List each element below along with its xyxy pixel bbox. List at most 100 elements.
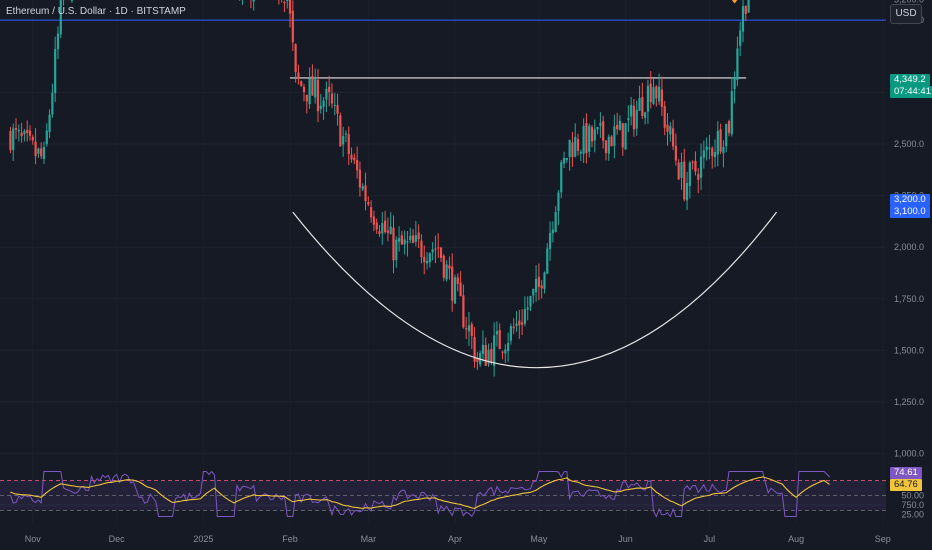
candle-body [722, 146, 725, 154]
candle-body [358, 169, 362, 188]
candle-body [593, 129, 596, 141]
candle-body [336, 105, 339, 114]
candle [621, 122, 624, 156]
candle-body [445, 264, 448, 280]
rsi-line [9, 470, 831, 518]
candle-body [367, 202, 370, 205]
candle-body [590, 127, 594, 142]
price-tick-label: 1,000.0 [894, 449, 924, 459]
candle-body [716, 130, 719, 155]
candle [644, 111, 647, 125]
candle-body [688, 162, 691, 186]
candle-body [305, 94, 308, 102]
candle-body [719, 129, 722, 152]
candle-body [624, 123, 627, 150]
candle-body [576, 139, 580, 151]
candle-body [330, 93, 334, 104]
candle [736, 36, 739, 87]
candle [716, 121, 719, 167]
candle [425, 252, 429, 270]
candle [607, 134, 610, 161]
time-tick-label: Jul [704, 534, 716, 544]
candle-body [45, 130, 48, 145]
candle-body [322, 100, 325, 108]
candle-body [501, 351, 504, 353]
candle-body [344, 133, 348, 135]
candle-body [350, 154, 353, 160]
candle [747, 0, 750, 13]
candle [529, 295, 532, 312]
candle-body [574, 136, 577, 157]
price-tick-label: 1,250.0 [894, 397, 924, 407]
candle [281, 0, 283, 3]
candle-body [613, 126, 616, 146]
currency-button[interactable]: USD [890, 4, 922, 24]
candle-body [562, 158, 566, 164]
candle [509, 323, 513, 345]
candle [532, 288, 535, 304]
candle-body [59, 0, 62, 35]
candle-body [504, 349, 507, 354]
candle [12, 123, 15, 161]
candle-body [403, 239, 406, 245]
candle-body [417, 232, 420, 240]
candle [649, 71, 652, 109]
candle-body [512, 326, 515, 329]
last-price-tag: 4,349.2 [890, 74, 930, 86]
candle [250, 0, 252, 9]
candle-body [451, 266, 454, 301]
candle [361, 183, 364, 192]
candle-body [456, 277, 459, 284]
candle [579, 149, 582, 162]
candle [445, 260, 448, 282]
candle-body [406, 241, 409, 243]
candle [694, 151, 697, 176]
candle [493, 322, 496, 377]
candle [423, 245, 426, 275]
candle-body [618, 120, 622, 130]
candle [507, 332, 510, 362]
candle [744, 5, 747, 21]
time-tick-label: Aug [788, 534, 804, 544]
candle [62, 0, 65, 6]
candle [652, 78, 655, 106]
candle [641, 82, 644, 119]
candle [504, 344, 507, 363]
candle-body [641, 97, 644, 117]
candle [624, 123, 627, 150]
candle-body [699, 156, 703, 178]
candle-body [708, 147, 711, 149]
candle-body [540, 285, 543, 289]
candle [333, 92, 336, 116]
candle [453, 274, 457, 304]
candle [540, 280, 543, 299]
drawings [292, 0, 778, 369]
candle-body [342, 135, 345, 145]
candle-body [383, 220, 387, 232]
candle-body [560, 162, 563, 193]
candle [339, 112, 342, 147]
candle-body [621, 123, 624, 148]
candle [386, 217, 389, 242]
candle [713, 139, 717, 168]
candle [683, 148, 686, 202]
candle [367, 196, 370, 207]
candle-body [697, 174, 700, 180]
candle [604, 140, 608, 161]
horizontal-levels [0, 0, 886, 79]
candle-body [546, 248, 549, 274]
candle-body [747, 0, 750, 13]
candle [562, 151, 566, 169]
candle-body [543, 272, 546, 289]
candle-body [744, 6, 747, 14]
candle-body [395, 239, 398, 261]
candle [730, 77, 733, 137]
candle [397, 226, 401, 252]
candle [557, 189, 560, 226]
candle [680, 152, 683, 190]
candle [239, 0, 241, 1]
candle [34, 128, 37, 165]
candle-body [677, 162, 680, 180]
candle-body [646, 85, 650, 112]
